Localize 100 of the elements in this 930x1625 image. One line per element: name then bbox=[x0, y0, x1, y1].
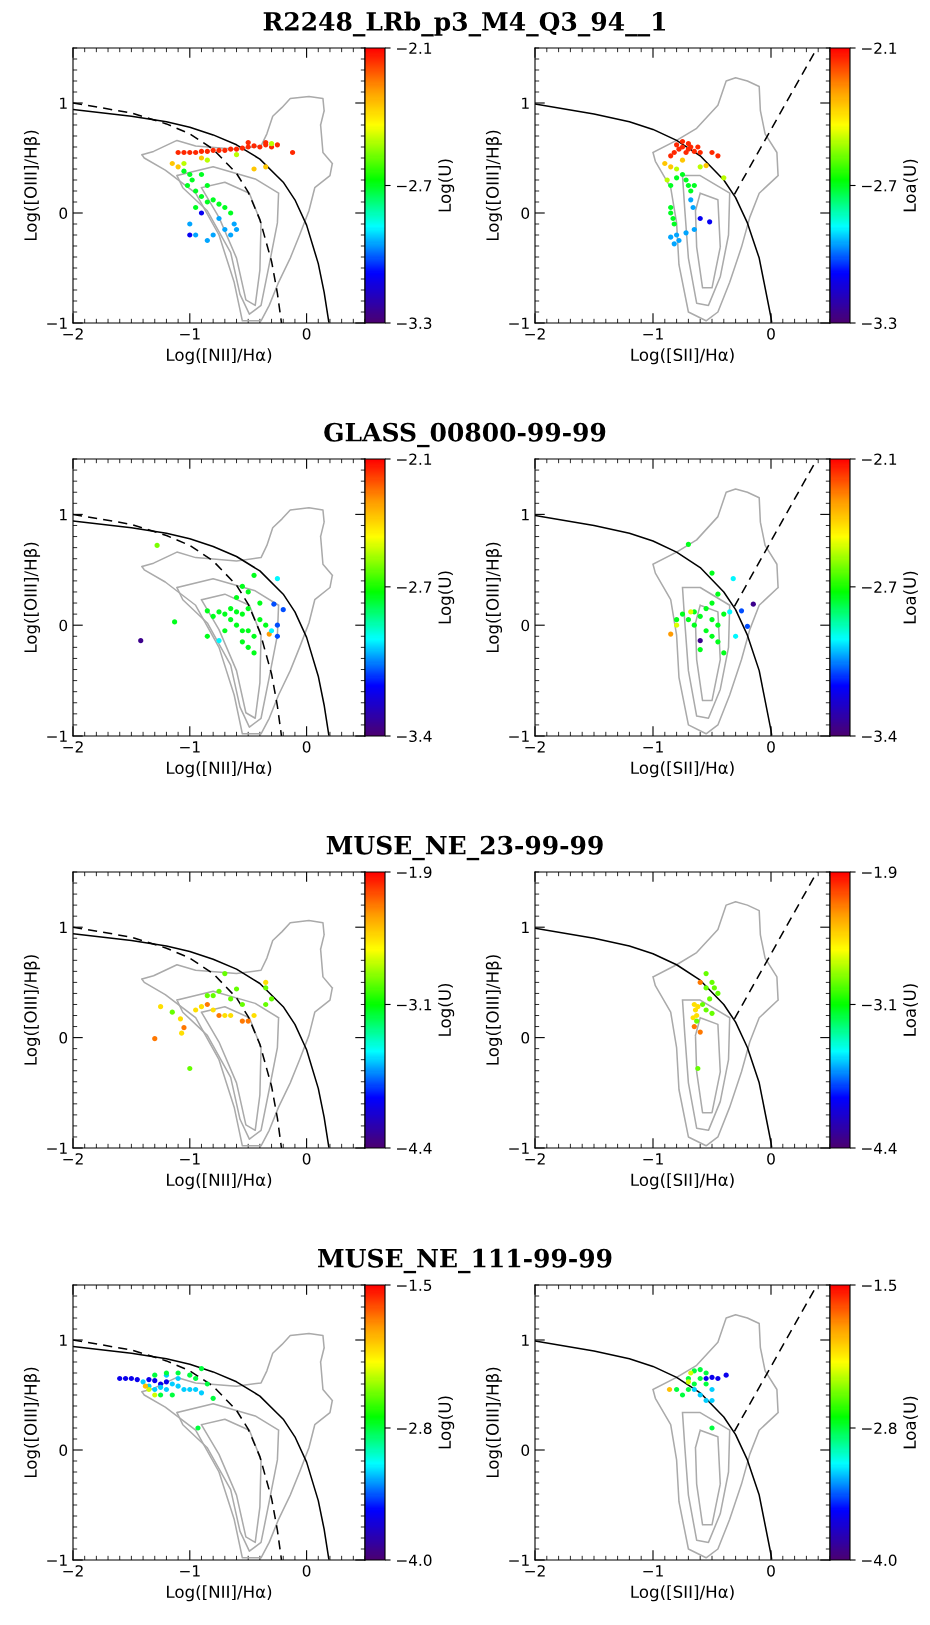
color-bar-label: −2.1 bbox=[862, 453, 897, 465]
y-tick-label: 0 bbox=[59, 1444, 68, 1457]
y-tick-label: 0 bbox=[521, 1444, 530, 1457]
y-tick-label: 1 bbox=[60, 97, 67, 109]
y-tick-label: 1 bbox=[522, 921, 529, 933]
y-tick-label: 0 bbox=[521, 619, 530, 632]
color-bar-label: −2.7 bbox=[397, 581, 432, 593]
x-axis-title: Log([SII]/Hα) bbox=[631, 761, 734, 778]
color-bar-title: Log(U) bbox=[438, 983, 455, 1036]
y-tick-label: 1 bbox=[60, 1334, 67, 1346]
x-tick-label: −1 bbox=[180, 741, 200, 753]
y-axis-title: Log([OIII]/Hβ) bbox=[23, 130, 41, 241]
y-tick-label: 1 bbox=[522, 97, 529, 109]
color-bar-label: −1.5 bbox=[862, 1279, 897, 1292]
y-axis-title: Log([OIII]/Hβ) bbox=[23, 542, 41, 653]
x-tick-label: −1 bbox=[643, 1153, 663, 1165]
y-tick-label: −1 bbox=[47, 317, 67, 329]
color-bar-label: −2.7 bbox=[862, 179, 897, 192]
color-bar-title: Log(U) bbox=[438, 159, 455, 212]
color-bar-label: −1.9 bbox=[397, 866, 432, 879]
y-tick-label: −1 bbox=[509, 317, 529, 329]
x-tick-label: 0 bbox=[302, 741, 311, 753]
color-bar-label: −3.1 bbox=[397, 998, 432, 1011]
x-axis-title: Log([NII]/Hα) bbox=[167, 1173, 272, 1190]
x-axis-title: Log([SII]/Hα) bbox=[631, 1173, 734, 1190]
color-bar-label: −3.3 bbox=[397, 317, 432, 330]
y-tick-label: 1 bbox=[60, 509, 67, 521]
x-tick-label: 0 bbox=[302, 1153, 311, 1165]
y-axis-title: Log([OIII]/Hβ) bbox=[485, 1367, 503, 1478]
y-axis-title: Log([OIII]/Hβ) bbox=[23, 955, 41, 1065]
y-axis-title: Log([OIII]/Hβ) bbox=[485, 955, 503, 1065]
x-axis-title: Log([SII]/Hα) bbox=[631, 1585, 734, 1602]
color-bar-title: Loa(U) bbox=[903, 1396, 918, 1449]
color-bar-label: −2.8 bbox=[862, 1422, 897, 1435]
color-bar-title: Log(U) bbox=[438, 1396, 455, 1449]
color-bar-title: Loa(U) bbox=[903, 159, 918, 212]
x-tick-label: 0 bbox=[767, 1565, 775, 1577]
color-bar-label: −4.0 bbox=[397, 1554, 432, 1567]
x-axis-title: Log([NII]/Hα) bbox=[167, 348, 272, 365]
x-tick-label: −2 bbox=[525, 1153, 545, 1165]
text: MUSE_NE_111-99-99 bbox=[318, 1248, 612, 1274]
x-tick-label: −2 bbox=[525, 328, 545, 340]
x-tick-label: −1 bbox=[180, 1565, 200, 1577]
x-axis-title: Log([NII]/Hα) bbox=[167, 1585, 272, 1602]
x-tick-label: 0 bbox=[767, 741, 775, 753]
x-tick-label: −1 bbox=[643, 1565, 663, 1577]
x-tick-label: −1 bbox=[180, 328, 200, 340]
color-bar-label: −2.7 bbox=[862, 581, 897, 593]
y-tick-label: 0 bbox=[59, 1032, 68, 1044]
color-bar-label: −2.1 bbox=[397, 453, 432, 465]
y-tick-label: 0 bbox=[521, 1032, 530, 1044]
y-tick-label: 1 bbox=[60, 921, 67, 933]
color-bar-label: −3.4 bbox=[862, 730, 897, 743]
x-tick-label: −2 bbox=[63, 1565, 83, 1577]
color-bar-title: Loa(U) bbox=[903, 571, 918, 624]
x-tick-label: 0 bbox=[767, 328, 775, 340]
color-bar-label: −3.1 bbox=[862, 998, 897, 1011]
text: R2248_LRb_p3_M4_Q3_94__1 bbox=[263, 11, 666, 37]
x-tick-label: −1 bbox=[643, 328, 663, 340]
x-tick-label: 0 bbox=[302, 328, 311, 340]
color-bar-title: Log(U) bbox=[438, 571, 455, 624]
y-tick-label: 1 bbox=[522, 1334, 529, 1346]
x-tick-label: −2 bbox=[63, 1153, 83, 1165]
y-tick-label: −1 bbox=[509, 1142, 529, 1154]
y-tick-label: −1 bbox=[509, 1554, 529, 1566]
y-tick-label: −1 bbox=[47, 1142, 67, 1154]
y-axis-title: Log([OIII]/Hβ) bbox=[485, 130, 503, 241]
color-bar-label: −2.7 bbox=[397, 179, 432, 192]
color-bar-label: −1.9 bbox=[862, 866, 897, 879]
text: MUSE_NE_23-99-99 bbox=[326, 835, 603, 861]
x-tick-label: −2 bbox=[525, 741, 545, 753]
color-bar-label: −2.1 bbox=[862, 42, 897, 54]
y-tick-label: 0 bbox=[521, 207, 530, 220]
x-tick-label: −2 bbox=[525, 1565, 545, 1577]
color-bar-label: −4.4 bbox=[397, 1142, 432, 1154]
color-bar-label: −3.4 bbox=[397, 730, 432, 743]
color-bar-label: −4.0 bbox=[862, 1554, 897, 1567]
y-tick-label: 0 bbox=[59, 619, 68, 632]
y-axis-title: Log([OIII]/Hβ) bbox=[485, 542, 503, 653]
x-axis-title: Log([SII]/Hα) bbox=[631, 348, 734, 365]
text: GLASS_00800-99-99 bbox=[324, 422, 606, 448]
color-bar-title: Loa(U) bbox=[903, 984, 918, 1036]
x-tick-label: 0 bbox=[767, 1153, 775, 1165]
x-tick-label: −2 bbox=[63, 741, 83, 753]
color-bar-label: −2.1 bbox=[397, 42, 432, 54]
x-tick-label: −1 bbox=[643, 741, 663, 753]
x-tick-label: 0 bbox=[302, 1565, 311, 1577]
color-bar-label: −3.3 bbox=[862, 317, 897, 330]
y-tick-label: 1 bbox=[522, 509, 529, 521]
y-axis-title: Log([OIII]/Hβ) bbox=[23, 1367, 41, 1478]
y-tick-label: 0 bbox=[59, 207, 68, 220]
x-tick-label: −1 bbox=[180, 1153, 200, 1165]
x-axis-title: Log([NII]/Hα) bbox=[167, 761, 272, 778]
x-tick-label: −2 bbox=[63, 328, 83, 340]
y-tick-label: −1 bbox=[509, 730, 529, 742]
color-bar-label: −4.4 bbox=[862, 1142, 897, 1154]
y-tick-label: −1 bbox=[47, 730, 67, 742]
color-bar-label: −1.5 bbox=[397, 1279, 432, 1292]
color-bar-label: −2.8 bbox=[397, 1422, 432, 1435]
y-tick-label: −1 bbox=[47, 1554, 67, 1566]
